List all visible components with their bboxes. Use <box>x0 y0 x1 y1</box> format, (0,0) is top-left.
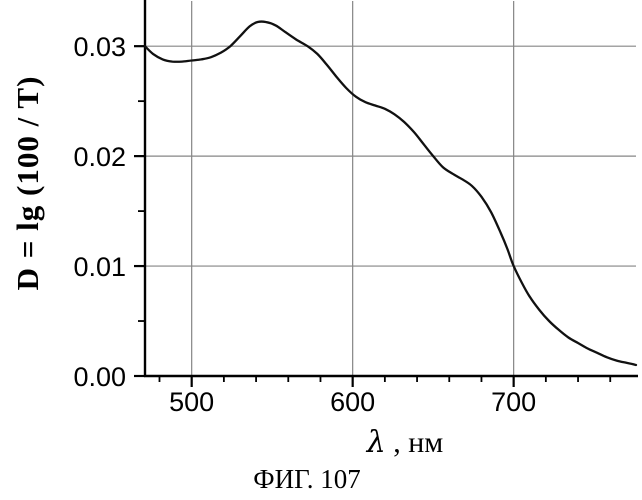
y-tick-label: 0.01 <box>73 252 126 282</box>
y-tick-label: 0.02 <box>73 142 126 172</box>
y-tick-label: 0.03 <box>73 32 126 62</box>
x-tick-label: 500 <box>169 387 214 417</box>
x-tick-label: 700 <box>491 387 536 417</box>
y-axis-title: D = lg (100 / T) <box>10 75 45 291</box>
x-tick-label: 600 <box>330 387 375 417</box>
data-curve <box>143 20 638 367</box>
lambda-symbol: λ <box>366 425 386 460</box>
y-tick-label: 0.00 <box>73 362 126 392</box>
x-axis-title: λ , нм <box>367 425 444 460</box>
figure-caption: ФИГ. 107 <box>253 464 361 494</box>
x-axis-unit: , нм <box>385 426 444 459</box>
